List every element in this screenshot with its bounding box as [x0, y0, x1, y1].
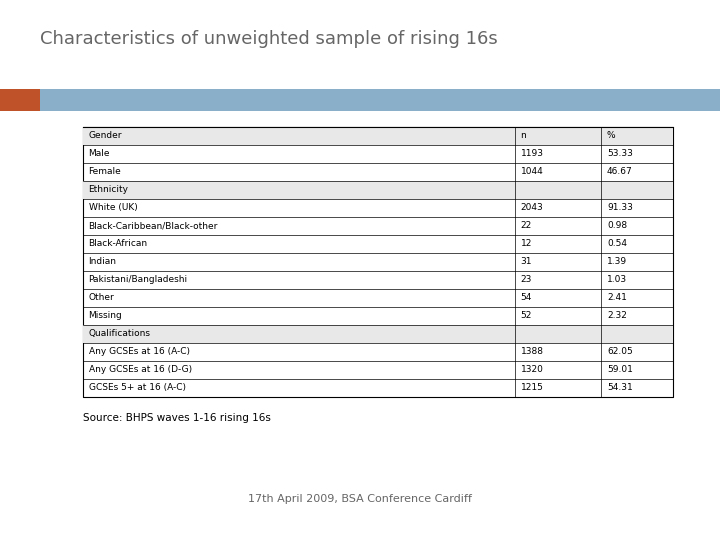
- Text: 62.05: 62.05: [607, 347, 633, 356]
- Text: 2043: 2043: [521, 204, 544, 212]
- Text: 2.41: 2.41: [607, 293, 627, 302]
- Text: Missing: Missing: [89, 312, 122, 320]
- Text: 31: 31: [521, 258, 532, 266]
- Text: 1388: 1388: [521, 347, 544, 356]
- Text: Male: Male: [89, 150, 110, 158]
- Bar: [0, 89, 40, 111]
- Bar: [83, 127, 673, 145]
- Text: Pakistani/Bangladeshi: Pakistani/Bangladeshi: [89, 275, 188, 285]
- Text: 91.33: 91.33: [607, 204, 633, 212]
- Text: 54.31: 54.31: [607, 383, 633, 393]
- Bar: [83, 181, 673, 199]
- Text: Ethnicity: Ethnicity: [89, 185, 129, 194]
- Text: Gender: Gender: [89, 131, 122, 140]
- Text: 17th April 2009, BSA Conference Cardiff: 17th April 2009, BSA Conference Cardiff: [248, 494, 472, 504]
- Text: 12: 12: [521, 239, 532, 248]
- Text: Qualifications: Qualifications: [89, 329, 150, 339]
- Text: 53.33: 53.33: [607, 150, 633, 158]
- Text: Black-Caribbean/Black-other: Black-Caribbean/Black-other: [89, 221, 218, 231]
- Text: Indian: Indian: [89, 258, 117, 266]
- Text: Black-African: Black-African: [89, 239, 148, 248]
- Text: White (UK): White (UK): [89, 204, 138, 212]
- Text: 52: 52: [521, 312, 532, 320]
- Text: 22: 22: [521, 221, 532, 231]
- Text: 1.39: 1.39: [607, 258, 627, 266]
- Text: 59.01: 59.01: [607, 366, 633, 374]
- Text: 1320: 1320: [521, 366, 544, 374]
- Text: %: %: [607, 131, 616, 140]
- Text: 46.67: 46.67: [607, 167, 633, 177]
- Text: 0.98: 0.98: [607, 221, 627, 231]
- Text: Source: BHPS waves 1-16 rising 16s: Source: BHPS waves 1-16 rising 16s: [83, 413, 271, 423]
- Text: Any GCSEs at 16 (D-G): Any GCSEs at 16 (D-G): [89, 366, 192, 374]
- Text: Any GCSEs at 16 (A-C): Any GCSEs at 16 (A-C): [89, 347, 189, 356]
- Text: Characteristics of unweighted sample of rising 16s: Characteristics of unweighted sample of …: [40, 30, 498, 48]
- Text: n: n: [521, 131, 526, 140]
- Text: 1215: 1215: [521, 383, 544, 393]
- Bar: [83, 325, 673, 343]
- Text: 54: 54: [521, 293, 532, 302]
- Text: 1193: 1193: [521, 150, 544, 158]
- Bar: [40, 89, 720, 111]
- Text: 1044: 1044: [521, 167, 544, 177]
- Text: Female: Female: [89, 167, 121, 177]
- Text: 23: 23: [521, 275, 532, 285]
- Text: Other: Other: [89, 293, 114, 302]
- Text: 1.03: 1.03: [607, 275, 627, 285]
- Text: GCSEs 5+ at 16 (A-C): GCSEs 5+ at 16 (A-C): [89, 383, 186, 393]
- Text: 0.54: 0.54: [607, 239, 627, 248]
- Text: 2.32: 2.32: [607, 312, 627, 320]
